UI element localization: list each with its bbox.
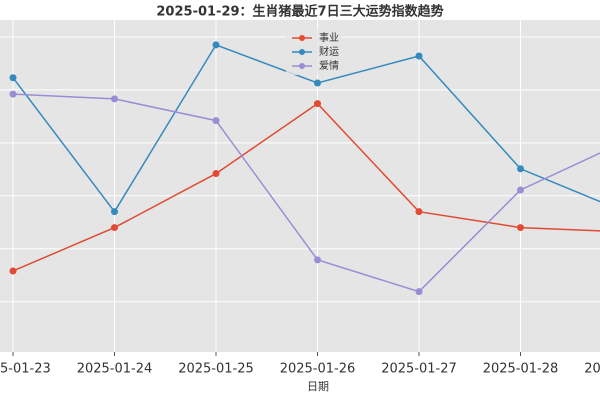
data-point (415, 52, 423, 60)
data-point (111, 95, 118, 103)
x-tick-label: 2025-01-28 (483, 362, 559, 377)
legend-label: 财运 (319, 45, 339, 58)
legend-marker (299, 63, 305, 69)
legend-label: 事业 (319, 31, 339, 44)
x-axis-label: 日期 (307, 380, 329, 393)
data-point (415, 208, 423, 216)
x-tick-label: 2025-01-29 (584, 362, 600, 377)
data-point (9, 267, 17, 275)
data-point (517, 186, 524, 194)
data-point (9, 90, 17, 98)
legend-marker (299, 35, 305, 41)
x-tick-label: 2025-01-25 (178, 362, 254, 377)
legend-marker (299, 49, 305, 55)
data-point (212, 170, 220, 178)
chart-title: 2025-01-29：生肖猪最近7日三大运势指数趋势 (156, 4, 443, 20)
data-point (517, 165, 524, 173)
x-tick-label: 2025-01-26 (280, 362, 356, 377)
data-point (212, 41, 220, 49)
data-point (415, 288, 423, 296)
data-point (111, 224, 118, 232)
x-tick-label: 2025-01-27 (381, 362, 457, 377)
data-point (314, 79, 321, 87)
data-point (314, 256, 321, 264)
data-point (9, 74, 17, 82)
x-tick-label: 2025-01-24 (77, 362, 153, 377)
x-tick-label: 2025-01-23 (0, 362, 51, 377)
data-point (517, 224, 524, 232)
data-point (314, 100, 321, 108)
data-point (212, 117, 220, 125)
data-point (111, 208, 118, 216)
plot-area (0, 20, 600, 352)
legend-label: 爱情 (319, 59, 339, 72)
